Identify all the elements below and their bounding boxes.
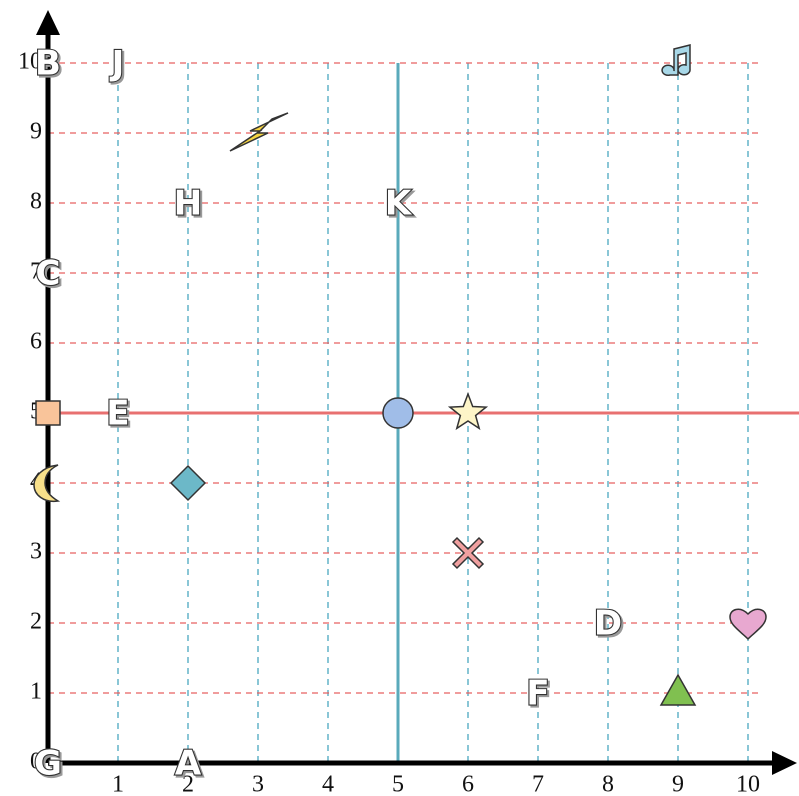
letter-label: B [35,44,61,84]
letter-label: C [36,254,61,294]
y-tick-label: 10 [18,49,42,75]
shape-heart [729,608,767,641]
y-tick-label: 3 [30,539,42,565]
shape-moon [33,464,61,503]
shape-diamond [169,464,207,502]
y-tick-label: 7 [30,259,42,285]
y-axis-arrow [36,10,60,35]
x-tick-label: 3 [252,772,264,796]
y-tick-label: 1 [30,679,42,705]
letter-label: A [175,744,202,784]
x-tick-label: 6 [462,772,474,796]
letter-label: G [34,744,62,784]
letter-label: K [385,184,413,224]
x-tick-label: 7 [532,772,544,796]
shape-note [661,44,691,77]
y-tick-label: 6 [30,329,42,355]
letter-label: J [110,44,125,84]
shape-star [447,391,489,431]
shape-triangle [659,673,697,706]
letter-label: D [594,604,622,644]
y-tick-label: 2 [30,609,42,635]
letter-label: E [106,394,129,434]
shape-circle [382,397,414,429]
letter-label: H [174,184,202,224]
shape-square [35,400,61,426]
shape-cross [451,536,485,570]
y-tick-label: 0 [30,749,42,775]
x-tick-label: 9 [672,772,684,796]
x-tick-label: 8 [602,772,614,796]
shape-bolt [229,112,289,152]
letter-label: F [526,674,549,714]
x-tick-label: 1 [112,772,124,796]
x-axis-arrow [772,751,797,775]
x-tick-label: 4 [322,772,334,796]
y-tick-label: 8 [30,189,42,215]
y-tick-label: 9 [30,119,42,145]
x-tick-label: 2 [182,772,194,796]
x-tick-label: 10 [736,772,760,796]
x-tick-label: 5 [392,772,404,796]
